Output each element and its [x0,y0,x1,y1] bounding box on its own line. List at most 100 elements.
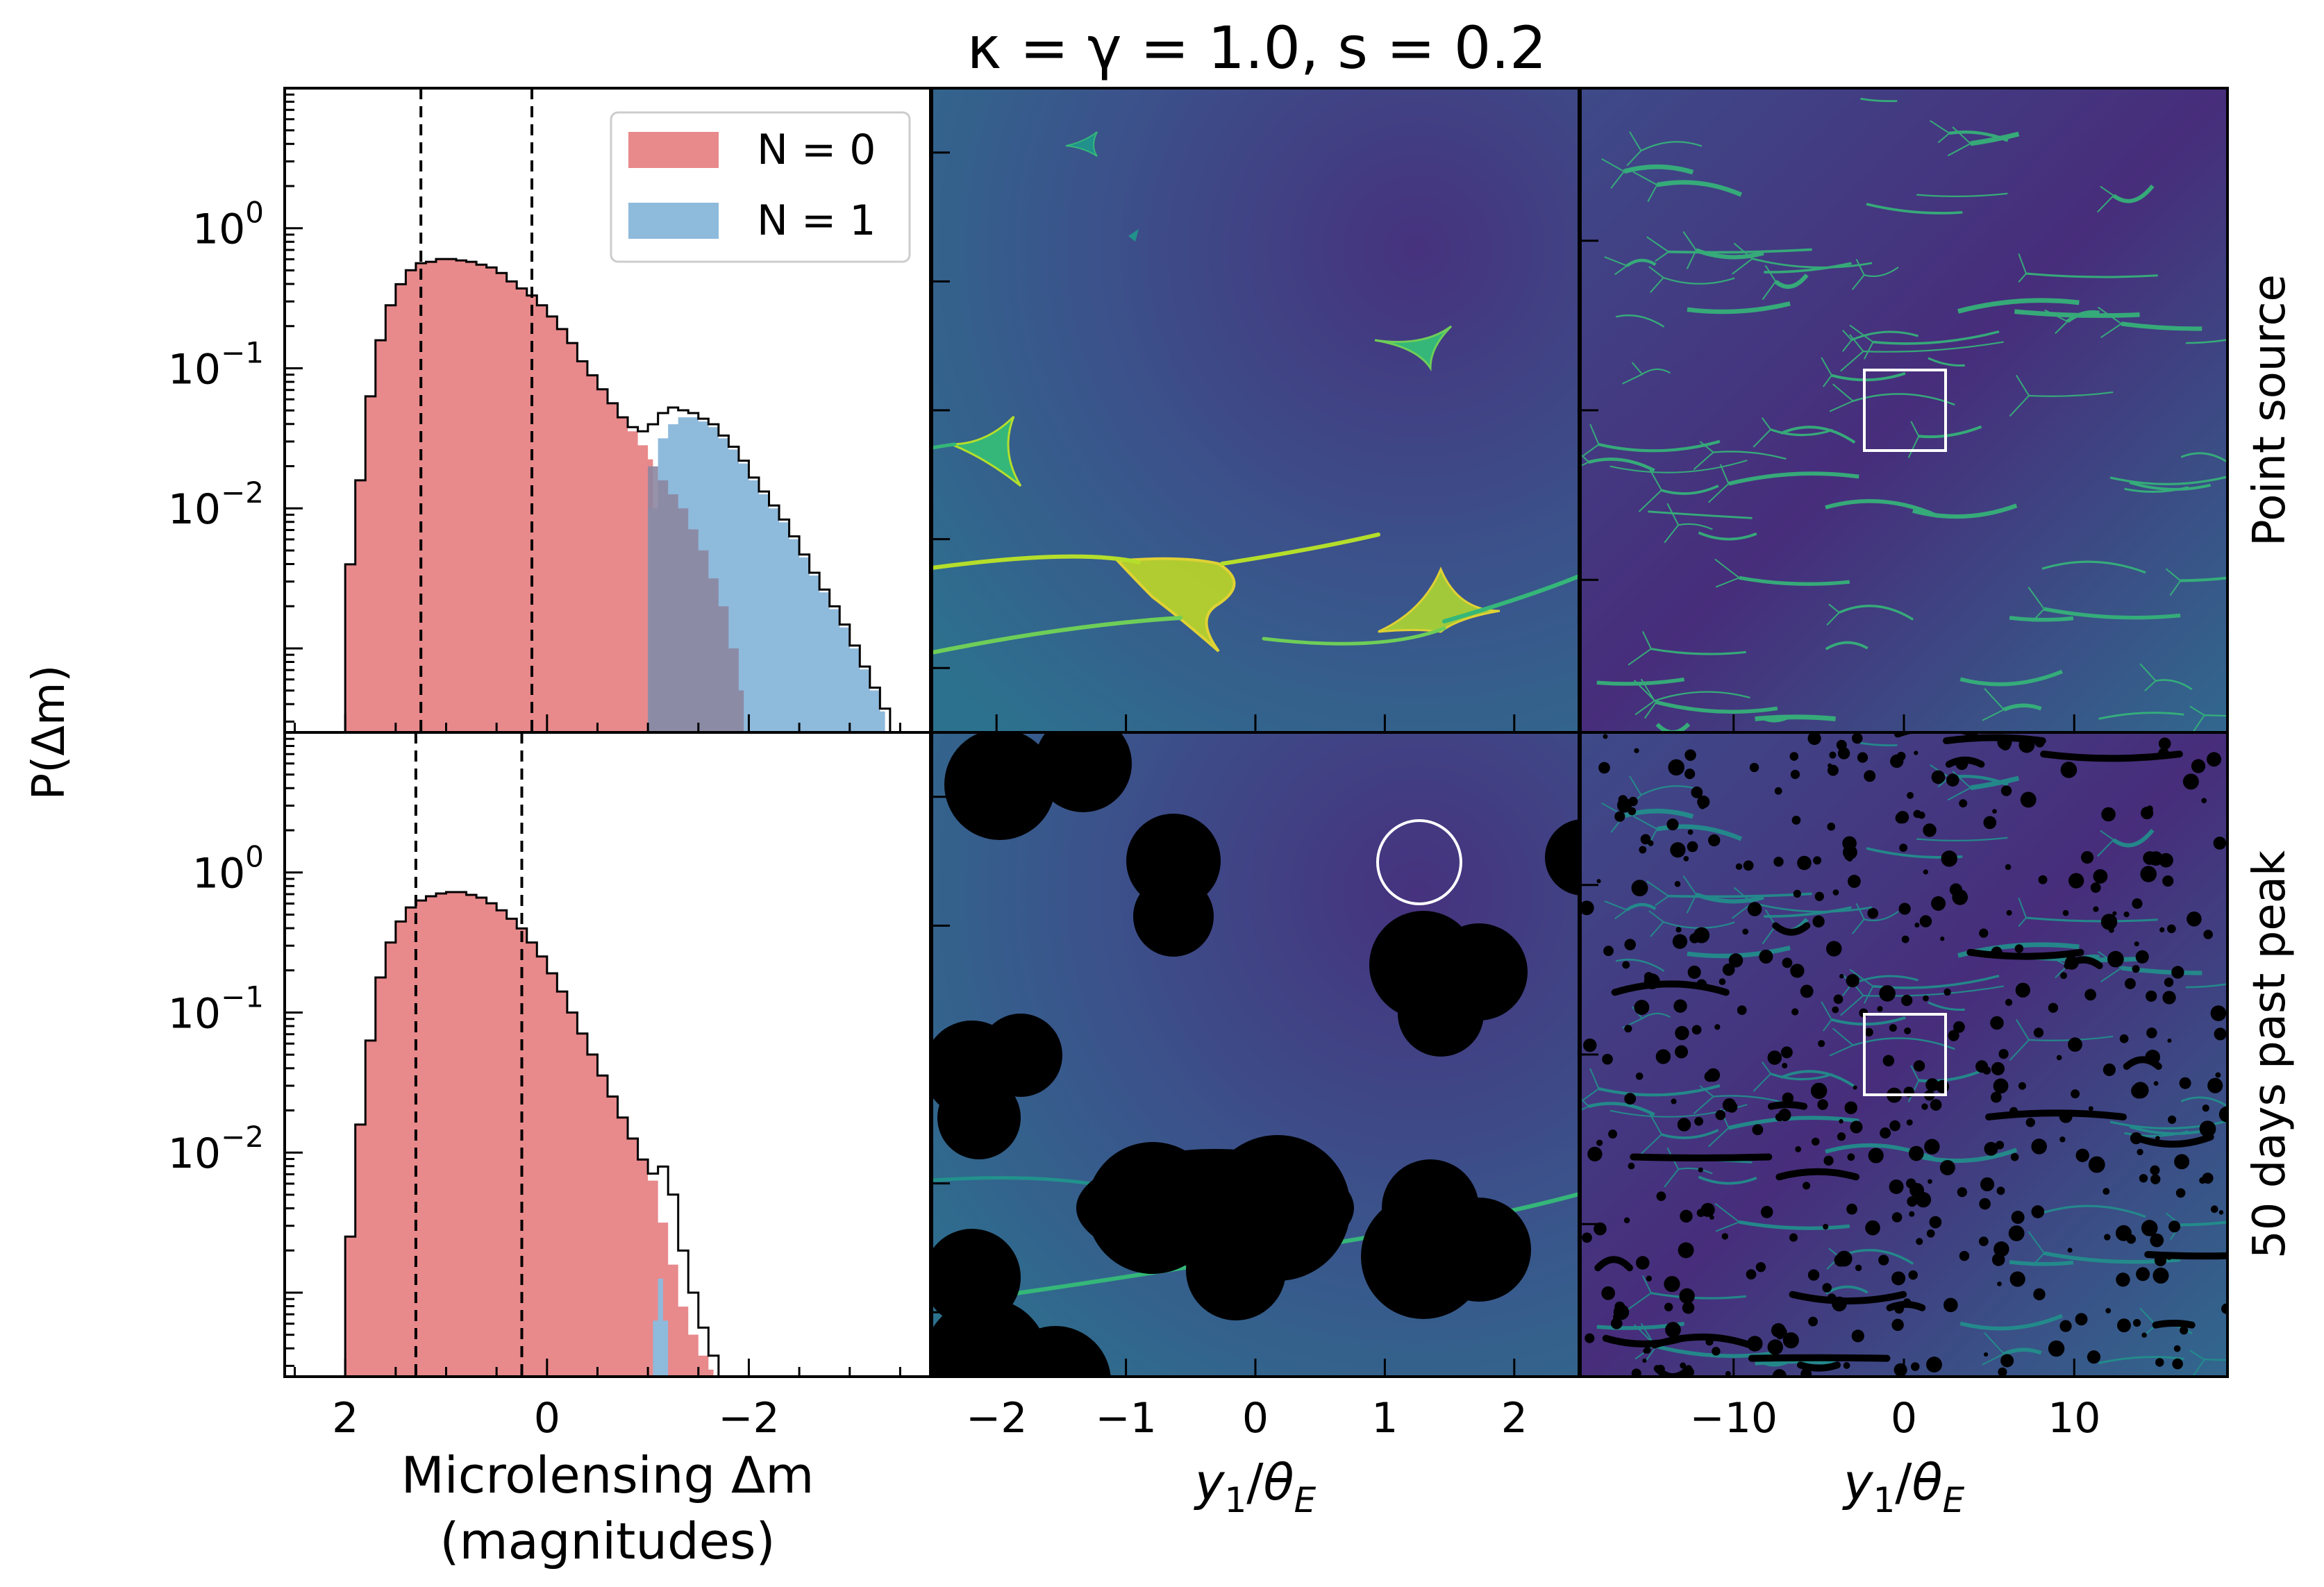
caustic-cusp [1682,875,1697,914]
caustic-filament [1959,669,2063,687]
mask-dot [1839,1119,1844,1124]
mask-dot [1921,1103,1928,1110]
mask-dot [2132,1318,2141,1327]
mask-dot [1602,1053,1613,1065]
caustic-cusp [1753,1061,1771,1092]
mask-dot [2005,998,2013,1007]
caustic-filament [2129,481,2212,491]
mask-filament [2123,1056,2162,1070]
mask-dot [1670,842,1686,858]
caustic-cusp [1582,423,1600,456]
caustic-cusp [1982,688,2005,721]
mask-dot [1585,1333,1595,1343]
mask-dot [1782,1332,1799,1349]
mask-dot [1832,889,1839,896]
mask-dot [1696,1209,1705,1218]
mask-dot [1940,937,1945,941]
caustic-filament [1873,330,2000,345]
mask-dot [2107,950,2124,968]
mask-dot [1990,1016,2004,1030]
hist-xtick-label: 2 [332,1394,358,1443]
caustic-small-right [1374,325,1453,371]
caustic-cusp [1731,242,1753,275]
mask-dot [1957,1187,1968,1198]
mask-dot [1673,999,1687,1013]
mask-dot [1683,856,1689,862]
mask-dot [1603,734,1608,739]
caustic-cusp [1628,1275,1652,1310]
mask-dot [1864,1027,1873,1037]
mask-dot [1743,860,1754,871]
mask-dot [1782,1063,1788,1068]
mask-dot [1919,915,1932,927]
mask-dot [1778,1108,1791,1122]
mask-dot [2105,1308,2112,1313]
mask-dot [2179,1077,2191,1089]
mask-dot [1891,1212,1903,1223]
caustic-filament [2124,1130,2189,1137]
mask-dot [1991,1061,2005,1075]
caustic-filament [1648,510,1753,519]
caustic-cusp [2009,1018,2030,1061]
mask-dot [1687,841,1698,853]
mask-dot [2006,909,2012,916]
mask-dot [1979,1198,1991,1210]
mask-dot [1767,1339,1783,1355]
map-xtick-label: 1 [1371,1394,1398,1443]
mask-dot [1959,1250,1970,1261]
mask-dot [1843,1362,1850,1369]
mask-dot [2164,977,2174,987]
mask-dot [1851,1329,1864,1343]
mask-dot [1839,973,1844,979]
mask-dot [2182,773,2199,790]
mask-dot [1865,1220,1880,1236]
mask-dot [1678,1242,1694,1259]
mask-dot [1810,1082,1828,1100]
caustic-filament [1713,451,1787,460]
caustic-filament [1866,203,1963,215]
mask-dot [2172,1358,2183,1370]
mask-dot [1983,1352,1989,1357]
hist-xtick-label: 0 [534,1394,560,1443]
mask-dot [1908,1145,1924,1161]
mask-dot [2033,1027,2044,1038]
caustic-filament [1678,523,1713,530]
mask-dot [1685,769,1696,780]
mask-dot [1789,1233,1798,1242]
mask-filament [1650,1333,1754,1349]
caustic-cusp [1753,417,1771,448]
caustic-cusp [2139,663,2157,691]
mask-dot [2132,965,2140,973]
mask-dot [2132,898,2143,909]
caustic-cusp [1693,441,1714,471]
mask-dot [1880,1127,1891,1139]
mask-dot [2202,1173,2214,1184]
caustic-cusp [1947,126,1971,157]
mask-dot [2126,1234,2137,1244]
caustic-filament [1831,371,1906,382]
caustic-filament [2180,1220,2227,1227]
mask-filament [1789,1291,1907,1304]
caustic-cusp [1633,680,1657,719]
mask-dot [1800,984,1814,998]
mask-dot [1677,1118,1691,1132]
mask-dot [2210,1205,2218,1214]
mask-dot [2062,909,2069,916]
mask-dot [2168,1115,2177,1124]
mask-dot [1714,1024,1721,1030]
caustic-filament [2041,560,2146,574]
mask-dot [1923,823,1937,837]
mask-dot [1760,1206,1773,1218]
mask-dot [2060,762,2078,778]
caustic-filament [1918,1069,1982,1083]
caustic-filament [1678,1167,1713,1175]
mask-dot [2014,944,2024,953]
mask-dot [1837,1132,1846,1141]
caustic-filament [1851,330,1918,342]
mask-dot [1610,1318,1623,1329]
caustic-line-c [932,616,1182,655]
mask-dot [1675,1045,1688,1059]
histogram-panel-top: 100 10−1 10−2 [168,87,932,734]
mask-dot [2025,1118,2035,1127]
mask-dot [1996,1186,2005,1195]
